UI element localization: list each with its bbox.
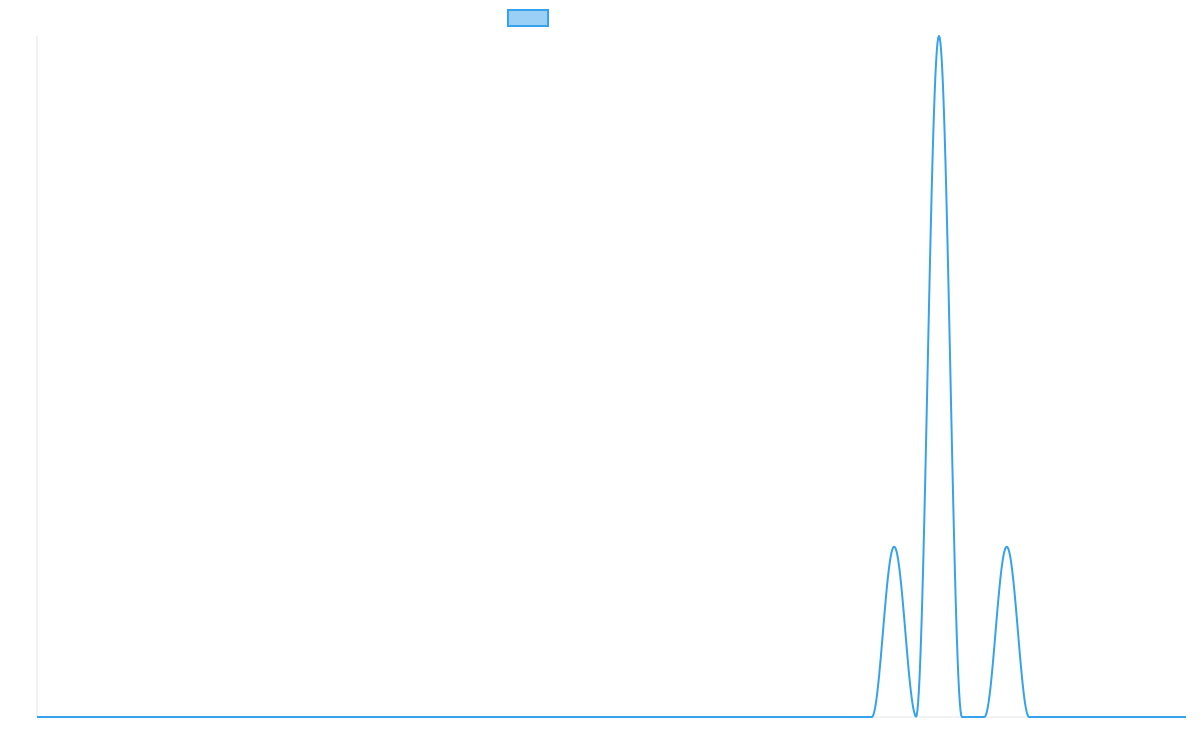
legend-swatch[interactable] <box>507 9 549 27</box>
series-line <box>36 35 1187 718</box>
legend[interactable] <box>507 9 549 27</box>
series-group <box>36 35 1187 718</box>
